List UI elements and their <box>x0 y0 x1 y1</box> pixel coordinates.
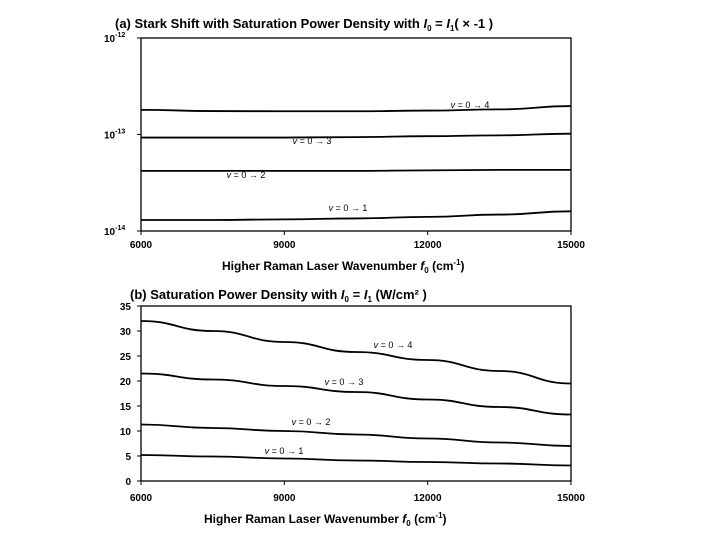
series-line <box>140 454 572 467</box>
series-label: v = 0 → 1 <box>265 446 304 456</box>
series-line <box>141 210 572 221</box>
series-line <box>140 423 572 447</box>
y-tick-label: 10-13 <box>104 129 125 142</box>
x-tick-label: 6000 <box>130 493 153 504</box>
chart-title: (a) Stark Shift with Saturation Power De… <box>115 16 493 33</box>
plot-area <box>140 305 572 482</box>
y-tick-label: 30 <box>120 327 132 338</box>
y-tick-label: 5 <box>125 452 131 463</box>
x-axis-label: Higher Raman Laser Wavenumber f0 (cm-1) <box>204 511 447 528</box>
chart-a: (a) Stark Shift with Saturation Power De… <box>104 16 585 275</box>
x-tick-label: 12000 <box>414 240 442 251</box>
y-tick-label: 10 <box>120 427 132 438</box>
x-tick-label: 15000 <box>557 493 585 504</box>
x-tick-label: 6000 <box>130 240 153 251</box>
y-tick-label: 10-12 <box>104 32 125 45</box>
series-line <box>140 372 572 416</box>
series-label: v = 0 → 2 <box>227 170 266 180</box>
y-tick-label: 25 <box>120 352 132 363</box>
y-tick-label: 10-14 <box>104 225 125 238</box>
y-tick-label: 20 <box>120 377 132 388</box>
series-label: v = 0 → 3 <box>293 136 332 146</box>
chart-title: (b) Saturation Power Density with I0 = I… <box>130 287 427 304</box>
x-tick-label: 12000 <box>414 493 442 504</box>
y-tick-label: 0 <box>125 477 131 488</box>
x-axis-label: Higher Raman Laser Wavenumber f0 (cm-1) <box>222 258 465 275</box>
series-label: v = 0 → 2 <box>292 417 331 427</box>
series-line <box>140 105 572 113</box>
chart-b: (b) Saturation Power Density with I0 = I… <box>120 287 585 528</box>
y-tick-label: 35 <box>120 302 132 313</box>
x-tick-label: 15000 <box>557 240 585 251</box>
x-tick-label: 9000 <box>273 240 296 251</box>
x-tick-label: 9000 <box>273 493 296 504</box>
y-tick-label: 15 <box>120 402 132 413</box>
series-label: v = 0 → 4 <box>374 340 413 350</box>
series-label: v = 0 → 3 <box>325 377 364 387</box>
series-line <box>140 320 572 385</box>
series-line <box>141 168 571 172</box>
series-label: v = 0 → 1 <box>329 203 368 213</box>
series-line <box>141 132 572 139</box>
series-label: v = 0 → 4 <box>451 100 490 110</box>
